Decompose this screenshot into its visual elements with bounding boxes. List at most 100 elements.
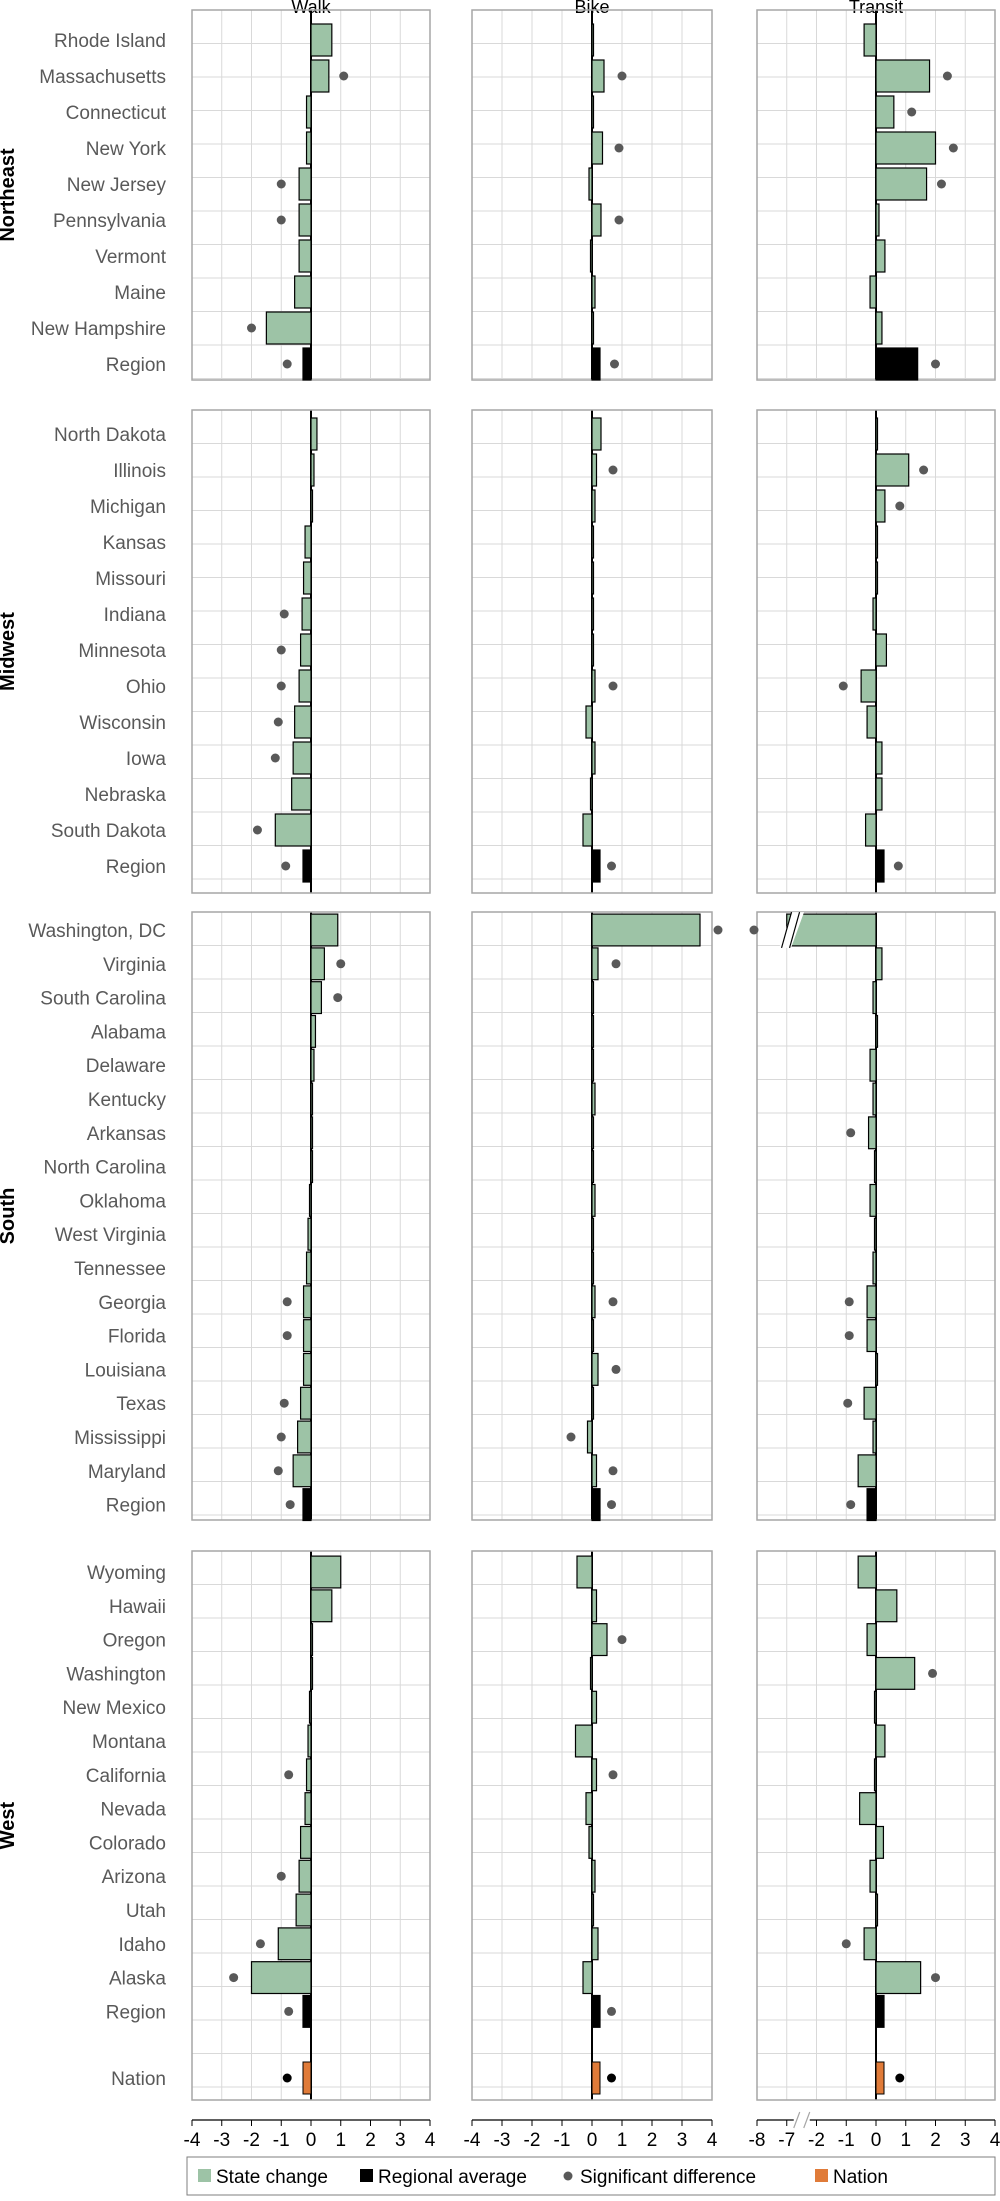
state-change-bar bbox=[588, 167, 593, 201]
state-change-bar bbox=[310, 59, 330, 93]
row-label-nation: Nation bbox=[111, 2069, 166, 2090]
x-tick-label-walk: -2 bbox=[243, 2130, 260, 2151]
state-change-bar bbox=[305, 131, 312, 165]
significant-difference-dot bbox=[608, 465, 618, 475]
row-label: Wisconsin bbox=[79, 713, 166, 734]
panel-title-walk: Walk bbox=[291, 0, 331, 17]
significant-difference-dot bbox=[270, 753, 280, 763]
significant-difference-dot bbox=[279, 609, 289, 619]
state-change-bar bbox=[308, 1183, 312, 1217]
significant-difference-dot bbox=[617, 71, 627, 81]
legend-label-state: State change bbox=[216, 2167, 328, 2188]
state-change-bar bbox=[305, 95, 312, 129]
state-change-bar bbox=[305, 1758, 312, 1792]
row-label: Massachusetts bbox=[39, 67, 166, 88]
nation-bar bbox=[875, 2061, 885, 2095]
row-label: Colorado bbox=[89, 1833, 166, 1854]
significant-difference-dot bbox=[285, 1500, 295, 1510]
state-change-bar bbox=[294, 705, 312, 739]
row-label: Alaska bbox=[109, 1969, 166, 1990]
significant-difference-dot bbox=[276, 681, 286, 691]
state-change-bar bbox=[591, 1048, 595, 1082]
panel-frame-transit bbox=[756, 409, 996, 894]
row-label: Montana bbox=[92, 1732, 166, 1753]
state-change-bar bbox=[872, 1251, 877, 1285]
nation-significant-dot bbox=[895, 2073, 905, 2083]
significant-difference-dot bbox=[279, 1398, 289, 1408]
state-change-bar bbox=[291, 777, 312, 811]
state-change-bar bbox=[591, 1150, 595, 1184]
state-change-bar bbox=[292, 741, 312, 775]
row-label: Texas bbox=[116, 1394, 166, 1415]
significant-difference-dot bbox=[607, 861, 616, 871]
state-change-bar bbox=[875, 1656, 916, 1690]
state-change-bar bbox=[310, 1589, 333, 1623]
state-change-bar bbox=[265, 311, 312, 345]
state-change-bar bbox=[591, 1285, 596, 1319]
x-tick-label-transit: -7 bbox=[778, 2130, 795, 2151]
state-change-bar bbox=[591, 311, 595, 345]
state-change-bar bbox=[864, 813, 877, 847]
regional-average-bar bbox=[302, 347, 312, 381]
state-change-bar bbox=[869, 1048, 877, 1082]
state-change-bar bbox=[591, 203, 602, 237]
significant-difference-dot bbox=[229, 1973, 239, 1983]
state-change-bar bbox=[591, 1014, 595, 1048]
state-change-bar bbox=[297, 1420, 312, 1454]
row-label: Pennsylvania bbox=[53, 211, 166, 232]
legend-swatch-sig bbox=[563, 2171, 573, 2181]
state-change-bar bbox=[873, 1690, 877, 1724]
state-change-bar bbox=[591, 131, 604, 165]
x-tick-label-walk: -1 bbox=[273, 2130, 290, 2151]
x-tick-label-walk: 4 bbox=[425, 2130, 436, 2151]
regional-average-bar bbox=[591, 1488, 601, 1522]
state-change-bar bbox=[786, 913, 877, 947]
row-label: Region bbox=[106, 355, 166, 376]
state-change-bar bbox=[591, 1859, 596, 1893]
x-tick-label-bike: -1 bbox=[554, 2130, 571, 2151]
state-change-bar bbox=[857, 1555, 877, 1589]
state-change-bar bbox=[308, 1690, 312, 1724]
state-change-bar bbox=[310, 1150, 314, 1184]
significant-difference-dot bbox=[608, 1297, 618, 1307]
panel-frame-bike bbox=[471, 1550, 713, 2101]
row-label: Wyoming bbox=[87, 1563, 166, 1584]
state-change-bar bbox=[302, 1285, 312, 1319]
axis-break-mark bbox=[779, 912, 805, 948]
state-change-bar bbox=[304, 1792, 312, 1826]
significant-difference-dot bbox=[749, 925, 759, 935]
significant-difference-dot bbox=[846, 1500, 856, 1510]
significant-difference-dot bbox=[284, 1770, 294, 1780]
row-label: Maine bbox=[114, 283, 166, 304]
row-label: West Virginia bbox=[55, 1225, 167, 1246]
state-change-bar bbox=[310, 489, 314, 523]
state-change-bar bbox=[591, 597, 595, 631]
x-tick-label-walk: 0 bbox=[306, 2130, 317, 2151]
legend-swatch-region bbox=[360, 2169, 373, 2182]
x-tick-label-transit: 3 bbox=[960, 2130, 971, 2151]
state-change-bar bbox=[591, 1183, 596, 1217]
state-change-bar bbox=[875, 947, 883, 981]
state-change-bar bbox=[307, 1217, 312, 1251]
row-label: Kentucky bbox=[88, 1090, 167, 1111]
state-change-bar bbox=[873, 1758, 877, 1792]
row-label: Oklahoma bbox=[79, 1191, 166, 1212]
state-change-bar bbox=[873, 1150, 877, 1184]
state-change-bar bbox=[867, 1116, 877, 1150]
state-change-bar bbox=[591, 1386, 595, 1420]
state-change-bar bbox=[863, 23, 877, 57]
state-change-bar bbox=[875, 131, 937, 165]
state-change-bar bbox=[866, 705, 877, 739]
state-change-bar bbox=[591, 1893, 595, 1927]
panel-frame-bike bbox=[471, 409, 713, 894]
state-change-bar bbox=[586, 1420, 593, 1454]
state-change-bar bbox=[591, 1352, 599, 1386]
row-label: Virginia bbox=[103, 955, 166, 976]
row-label: Arkansas bbox=[87, 1124, 166, 1145]
state-change-bar bbox=[875, 561, 879, 595]
regional-average-bar bbox=[302, 1488, 312, 1522]
state-change-bar bbox=[875, 203, 880, 237]
row-label: Michigan bbox=[90, 497, 166, 518]
legend-swatch-nation bbox=[815, 2169, 828, 2182]
significant-difference-dot bbox=[252, 825, 262, 835]
